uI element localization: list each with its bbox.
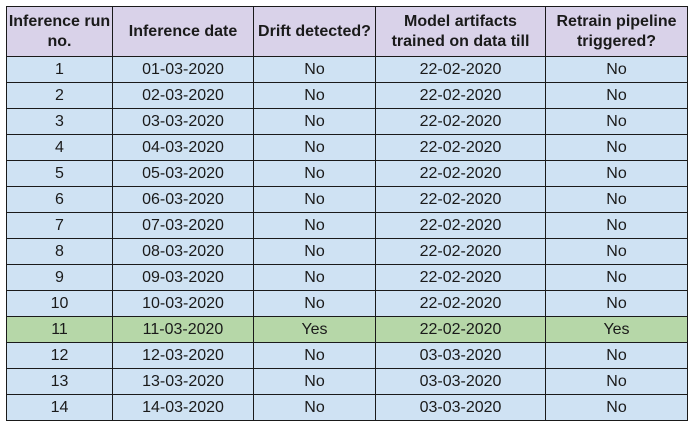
cell-trained-till: 22-02-2020	[375, 108, 546, 135]
cell-trained-till: 22-02-2020	[375, 56, 546, 83]
cell-inference-date: 09-03-2020	[112, 264, 254, 291]
cell-drift-detected: No	[253, 368, 376, 395]
cell-trained-till: 22-02-2020	[375, 82, 546, 109]
cell-trained-till: 22-02-2020	[375, 134, 546, 161]
cell-inference-date: 03-03-2020	[112, 108, 254, 135]
cell-drift-detected: Yes	[253, 316, 376, 343]
cell-drift-detected: No	[253, 212, 376, 239]
cell-trained-till: 22-02-2020	[375, 186, 546, 213]
cell-retrain-triggered: No	[545, 212, 688, 239]
cell-drift-detected: No	[253, 394, 376, 421]
cell-inference-date: 14-03-2020	[112, 394, 254, 421]
cell-drift-detected: No	[253, 56, 376, 83]
cell-run-no: 5	[6, 160, 113, 187]
cell-drift-detected: No	[253, 264, 376, 291]
cell-drift-detected: No	[253, 290, 376, 317]
cell-inference-date: 06-03-2020	[112, 186, 254, 213]
table-row: 14 14-03-2020 No 03-03-2020 No	[6, 394, 688, 421]
table-row: 4 04-03-2020 No 22-02-2020 No	[6, 134, 688, 161]
header-inference-run-no: Inference run no.	[6, 6, 113, 57]
cell-trained-till: 22-02-2020	[375, 238, 546, 265]
table-row: 2 02-03-2020 No 22-02-2020 No	[6, 82, 688, 109]
table-row: 5 05-03-2020 No 22-02-2020 No	[6, 160, 688, 187]
cell-run-no: 12	[6, 342, 113, 369]
cell-retrain-triggered: No	[545, 368, 688, 395]
cell-retrain-triggered: No	[545, 160, 688, 187]
header-model-artifacts-trained: Model artifacts trained on data till	[375, 6, 546, 57]
cell-inference-date: 12-03-2020	[112, 342, 254, 369]
cell-retrain-triggered: No	[545, 82, 688, 109]
cell-retrain-triggered: No	[545, 108, 688, 135]
cell-retrain-triggered: No	[545, 186, 688, 213]
cell-inference-date: 13-03-2020	[112, 368, 254, 395]
cell-trained-till: 22-02-2020	[375, 316, 546, 343]
cell-retrain-triggered: No	[545, 238, 688, 265]
header-retrain-pipeline-triggered: Retrain pipeline triggered?	[545, 6, 688, 57]
cell-retrain-triggered: No	[545, 134, 688, 161]
cell-retrain-triggered: No	[545, 394, 688, 421]
inference-runs-table: Inference run no. Inference date Drift d…	[6, 6, 688, 421]
table-header: Inference run no. Inference date Drift d…	[6, 6, 688, 57]
cell-run-no: 1	[6, 56, 113, 83]
table-row: 7 07-03-2020 No 22-02-2020 No	[6, 212, 688, 239]
cell-run-no: 6	[6, 186, 113, 213]
table-container: Inference run no. Inference date Drift d…	[6, 6, 688, 421]
cell-inference-date: 11-03-2020	[112, 316, 254, 343]
cell-run-no: 2	[6, 82, 113, 109]
cell-inference-date: 10-03-2020	[112, 290, 254, 317]
table-row: 13 13-03-2020 No 03-03-2020 No	[6, 368, 688, 395]
table-row: 3 03-03-2020 No 22-02-2020 No	[6, 108, 688, 135]
cell-retrain-triggered: No	[545, 56, 688, 83]
cell-run-no: 7	[6, 212, 113, 239]
cell-inference-date: 05-03-2020	[112, 160, 254, 187]
cell-retrain-triggered: No	[545, 264, 688, 291]
cell-inference-date: 01-03-2020	[112, 56, 254, 83]
cell-retrain-triggered: Yes	[545, 316, 688, 343]
header-inference-date: Inference date	[112, 6, 254, 57]
cell-trained-till: 03-03-2020	[375, 342, 546, 369]
cell-retrain-triggered: No	[545, 342, 688, 369]
cell-inference-date: 02-03-2020	[112, 82, 254, 109]
cell-trained-till: 22-02-2020	[375, 264, 546, 291]
table-row: 6 06-03-2020 No 22-02-2020 No	[6, 186, 688, 213]
cell-trained-till: 22-02-2020	[375, 160, 546, 187]
cell-run-no: 9	[6, 264, 113, 291]
cell-run-no: 14	[6, 394, 113, 421]
cell-drift-detected: No	[253, 108, 376, 135]
cell-trained-till: 22-02-2020	[375, 212, 546, 239]
cell-run-no: 11	[6, 316, 113, 343]
header-row: Inference run no. Inference date Drift d…	[6, 6, 688, 57]
table-row: 8 08-03-2020 No 22-02-2020 No	[6, 238, 688, 265]
table-row: 11 11-03-2020 Yes 22-02-2020 Yes	[6, 316, 688, 343]
table-row: 12 12-03-2020 No 03-03-2020 No	[6, 342, 688, 369]
cell-drift-detected: No	[253, 186, 376, 213]
cell-trained-till: 22-02-2020	[375, 290, 546, 317]
cell-drift-detected: No	[253, 134, 376, 161]
cell-drift-detected: No	[253, 342, 376, 369]
cell-drift-detected: No	[253, 82, 376, 109]
table-row: 1 01-03-2020 No 22-02-2020 No	[6, 56, 688, 83]
cell-inference-date: 08-03-2020	[112, 238, 254, 265]
cell-run-no: 3	[6, 108, 113, 135]
cell-run-no: 13	[6, 368, 113, 395]
table-row: 9 09-03-2020 No 22-02-2020 No	[6, 264, 688, 291]
cell-inference-date: 07-03-2020	[112, 212, 254, 239]
cell-retrain-triggered: No	[545, 290, 688, 317]
cell-trained-till: 03-03-2020	[375, 368, 546, 395]
cell-drift-detected: No	[253, 238, 376, 265]
table-row: 10 10-03-2020 No 22-02-2020 No	[6, 290, 688, 317]
cell-run-no: 10	[6, 290, 113, 317]
cell-drift-detected: No	[253, 160, 376, 187]
cell-run-no: 4	[6, 134, 113, 161]
cell-inference-date: 04-03-2020	[112, 134, 254, 161]
cell-trained-till: 03-03-2020	[375, 394, 546, 421]
table-body: 1 01-03-2020 No 22-02-2020 No 2 02-03-2020 No 22…	[6, 56, 688, 421]
header-drift-detected: Drift detected?	[253, 6, 376, 57]
cell-run-no: 8	[6, 238, 113, 265]
